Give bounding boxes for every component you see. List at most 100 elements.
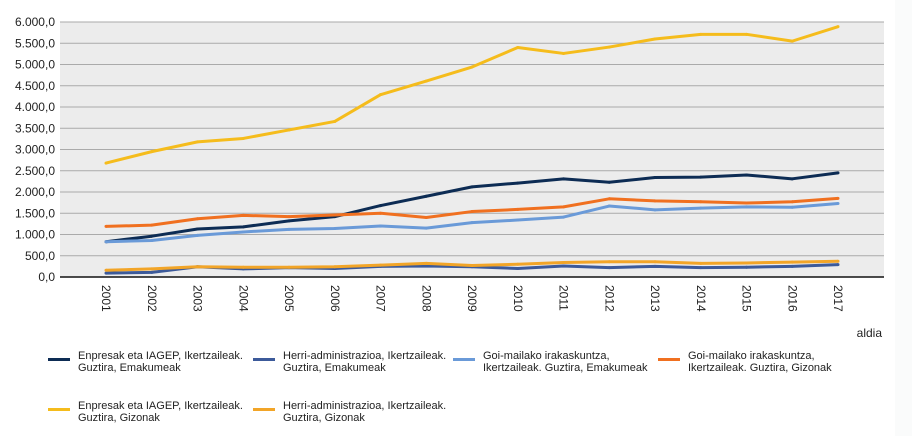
data-point xyxy=(333,119,337,123)
y-tick-label: 2.000,0 xyxy=(15,185,55,199)
legend-item[interactable]: Goi-mailako irakaskuntza, Ikertzaileak. G… xyxy=(658,350,832,374)
data-point xyxy=(516,218,520,222)
legend-swatch xyxy=(48,408,70,411)
legend-item[interactable]: Enpresak eta IAGEP, Ikertzaileak. Guztira… xyxy=(48,350,243,374)
legend-swatch xyxy=(253,408,275,411)
data-point xyxy=(150,270,154,274)
legend-label-line: Enpresak eta IAGEP, Ikertzaileak. xyxy=(78,400,243,412)
data-point xyxy=(745,32,748,36)
data-point xyxy=(653,260,657,264)
data-point xyxy=(241,225,245,229)
legend-label-line: Guztira, Emakumeak xyxy=(78,362,181,374)
data-point xyxy=(379,204,382,208)
x-tick-label: 2005 xyxy=(282,285,296,312)
y-tick-label: 3.500,0 xyxy=(15,121,55,135)
y-tick-label: 3.000,0 xyxy=(15,143,55,157)
data-point xyxy=(516,262,520,266)
data-point xyxy=(607,260,611,264)
legend-swatch xyxy=(453,358,475,361)
data-point xyxy=(516,46,520,49)
data-point xyxy=(653,264,657,268)
data-point xyxy=(562,51,565,55)
y-tick-label: 6.000,0 xyxy=(15,15,55,29)
x-tick-label: 2007 xyxy=(374,285,388,312)
legend-swatch xyxy=(48,358,70,361)
data-point xyxy=(790,177,794,181)
legend-label-line: Guztira, Gizonak xyxy=(78,412,160,424)
legend-label: Herri-administrazioa, Ikertzaileak. Guzti… xyxy=(283,350,446,374)
y-tick-label: 0,0 xyxy=(38,270,55,284)
data-point xyxy=(790,260,794,264)
legend-label: Enpresak eta IAGEP, Ikertzaileak. Guztira… xyxy=(78,400,243,424)
data-point xyxy=(699,32,703,36)
data-point xyxy=(790,264,794,268)
legend-item[interactable]: Herri-administrazioa, Ikertzaileak. Guzti… xyxy=(253,350,446,374)
data-point xyxy=(836,201,840,205)
x-tick-label: 2009 xyxy=(465,285,479,312)
legend-label-line: Ikertzaileak. Guztira, Gizonak xyxy=(688,362,832,374)
data-point xyxy=(196,217,199,221)
legend-label: Herri-administrazioa, Ikertzaileak. Guzti… xyxy=(283,400,446,424)
data-point xyxy=(607,266,611,270)
data-point xyxy=(562,215,565,219)
data-point xyxy=(424,194,428,198)
data-point xyxy=(699,266,703,270)
data-point xyxy=(516,181,520,185)
data-point xyxy=(424,226,428,230)
data-point xyxy=(150,238,154,242)
data-point xyxy=(607,180,611,184)
data-point xyxy=(470,65,474,69)
data-point xyxy=(562,177,565,181)
data-point xyxy=(607,197,611,201)
x-tick-label: 2006 xyxy=(328,285,342,312)
gridlines xyxy=(60,21,884,257)
data-point xyxy=(104,268,108,272)
data-point xyxy=(196,233,199,237)
data-point xyxy=(150,267,154,271)
data-point xyxy=(699,175,703,179)
legend-item[interactable]: Enpresak eta IAGEP, Ikertzaileak. Guztira… xyxy=(48,400,243,424)
data-point xyxy=(653,199,657,203)
data-point xyxy=(104,271,108,275)
data-point xyxy=(150,223,154,227)
data-point xyxy=(745,261,748,265)
x-tick-label: 2001 xyxy=(99,285,113,312)
x-tick-label: 2004 xyxy=(236,285,250,312)
legend-label: Goi-mailako irakaskuntza, Ikertzaileak. G… xyxy=(483,350,647,374)
data-point xyxy=(653,208,657,212)
data-point xyxy=(699,200,703,204)
y-tick-label: 4.500,0 xyxy=(15,79,55,93)
data-point xyxy=(424,79,428,83)
data-point xyxy=(790,205,794,209)
data-point xyxy=(287,215,291,219)
data-point xyxy=(836,196,840,200)
y-tick-label: 500,0 xyxy=(25,249,55,263)
data-point xyxy=(196,227,199,231)
x-tick-label: 2011 xyxy=(557,285,571,311)
legend-item[interactable]: Herri-administrazioa, Ikertzaileak. Guzti… xyxy=(253,400,446,424)
data-point xyxy=(333,213,337,217)
legend-label-line: Guztira, Gizonak xyxy=(283,412,365,424)
data-point xyxy=(790,200,794,204)
data-point xyxy=(379,93,382,97)
data-point xyxy=(607,204,611,208)
data-point xyxy=(241,230,245,234)
data-point xyxy=(470,264,474,268)
y-tick-label: 4.000,0 xyxy=(15,100,55,114)
legend-swatch xyxy=(253,358,275,361)
data-point xyxy=(790,39,794,43)
x-tick-label: 2013 xyxy=(648,285,662,312)
data-point xyxy=(562,261,565,265)
legend-label-line: Goi-mailako irakaskuntza, xyxy=(688,350,815,362)
data-point xyxy=(196,140,199,144)
legend-item[interactable]: Goi-mailako irakaskuntza, Ikertzaileak. G… xyxy=(453,350,647,374)
x-tick-label: 2016 xyxy=(785,285,799,312)
legend-label: Enpresak eta IAGEP, Ikertzaileak. Guztira… xyxy=(78,350,243,374)
data-point xyxy=(287,265,291,269)
data-point xyxy=(333,227,337,231)
data-point xyxy=(653,176,657,180)
x-tick-label: 2003 xyxy=(191,285,205,312)
data-point xyxy=(470,185,474,189)
data-point xyxy=(470,210,474,214)
